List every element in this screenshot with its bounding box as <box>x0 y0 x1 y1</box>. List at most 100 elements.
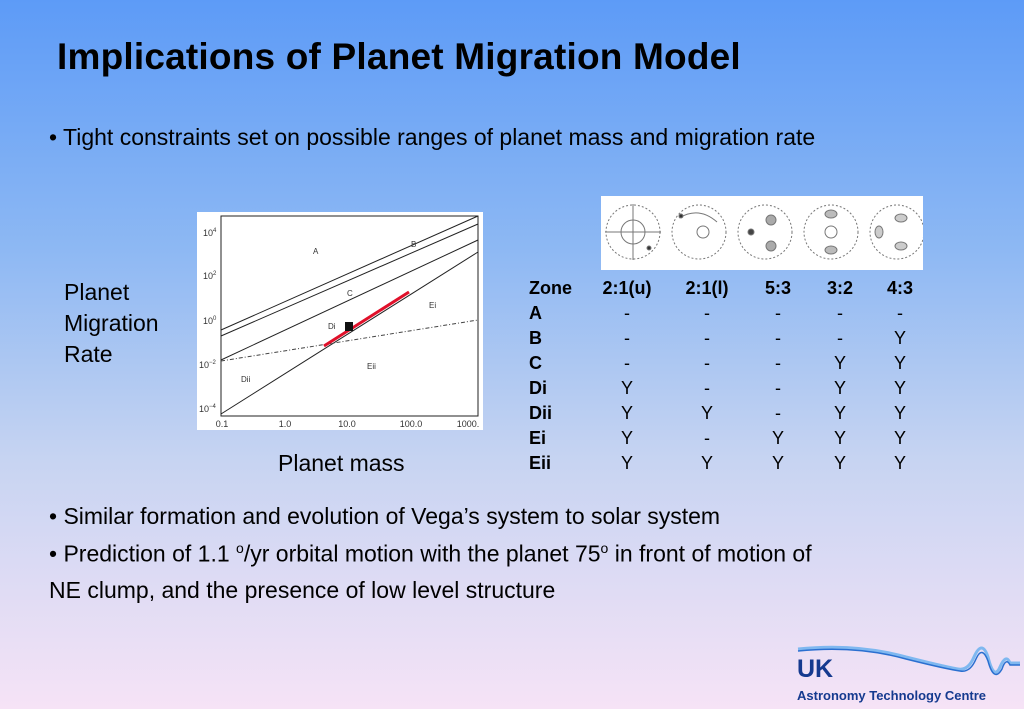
y-axis-label-line: Rate <box>64 341 113 367</box>
degree-superscript: o <box>236 540 244 556</box>
table-cell: - <box>837 303 843 323</box>
table-cell: A <box>529 303 542 323</box>
region-label: B <box>411 240 416 249</box>
table-cell: Y <box>833 453 846 473</box>
table-cell: Y <box>893 328 906 348</box>
boundary-line <box>220 223 479 337</box>
table-header-cell: 5:3 <box>764 278 791 298</box>
y-axis-label: Planet Migration Rate <box>64 277 159 370</box>
bullet-prediction: • Prediction of 1.1 o/yr orbital motion … <box>49 540 812 568</box>
table-header-cell: 4:3 <box>886 278 913 298</box>
resonance-zone-table: Zone 2:1(u) 2:1(l) 5:3 3:2 4:3 A - - - -… <box>529 276 929 476</box>
table-cell: Y <box>833 378 846 398</box>
resonance-thumbnail <box>869 204 925 260</box>
resonance-images <box>601 196 925 270</box>
y-tick-label: 102 <box>203 271 217 281</box>
table-cell: Dii <box>529 403 553 423</box>
region-label: C <box>347 289 353 298</box>
table-cell: B <box>529 328 542 348</box>
table-header-cell: 3:2 <box>826 278 853 298</box>
x-tick-label: 0.1 <box>216 419 229 429</box>
x-tick-label: 100.0 <box>400 419 423 429</box>
table-cell: - <box>624 303 630 323</box>
slide-title: Implications of Planet Migration Model <box>57 36 741 77</box>
table-header-cell: 2:1(l) <box>685 278 729 298</box>
table-cell: - <box>624 328 630 348</box>
table-row: C - - - Y Y <box>529 351 929 376</box>
table-cell: - <box>897 303 903 323</box>
table-header-cell: 2:1(u) <box>602 278 652 298</box>
table-cell: Y <box>893 428 906 448</box>
table-cell: Y <box>620 378 633 398</box>
table-cell: - <box>775 353 781 373</box>
y-axis-label-line: Planet <box>64 279 130 305</box>
region-label: Eii <box>367 362 376 371</box>
x-axis-label: Planet mass <box>278 450 405 476</box>
table-cell: Y <box>620 453 633 473</box>
table-row: Ei Y - Y Y Y <box>529 426 929 451</box>
table-row: Di Y - - Y Y <box>529 376 929 401</box>
resonance-thumbnail <box>671 204 727 260</box>
migration-rate-plot: 104 102 100 10−2 10−4 0.1 1.0 10.0 100.0… <box>197 212 483 430</box>
bullet-prediction-continued: NE clump, and the presence of low level … <box>49 577 556 603</box>
y-tick-label: 10−2 <box>199 360 217 370</box>
atc-logo-wave <box>797 645 1020 676</box>
table-row: B - - - - Y <box>529 326 929 351</box>
table-cell: - <box>775 403 781 423</box>
table-cell: - <box>775 328 781 348</box>
table-cell: - <box>704 303 710 323</box>
table-cell: Y <box>700 403 713 423</box>
table-cell: C <box>529 353 542 373</box>
region-label: Di <box>328 322 336 331</box>
table-cell: Y <box>893 378 906 398</box>
bullet-text: /yr orbital motion with the planet 75 <box>243 540 601 567</box>
table-cell: Ei <box>529 428 547 448</box>
boundary-line <box>220 251 479 415</box>
table-cell: Y <box>771 453 784 473</box>
y-tick-label: 10−4 <box>199 404 217 414</box>
best-fit-marker <box>345 322 353 331</box>
plot-svg: 104 102 100 10−2 10−4 0.1 1.0 10.0 100.0… <box>199 215 480 429</box>
bullet-text: • Prediction of 1.1 <box>49 540 237 567</box>
table-cell: - <box>704 328 710 348</box>
x-tick-label: 1.0 <box>279 419 292 429</box>
x-tick-label: 1000. <box>457 419 480 429</box>
table-row: A - - - - - <box>529 301 929 326</box>
y-tick-label: 104 <box>203 228 217 238</box>
resonance-thumbnail <box>803 204 859 260</box>
plot-frame <box>220 215 479 417</box>
region-label: Ei <box>429 301 436 310</box>
table-cell: Y <box>893 403 906 423</box>
table-cell: Y <box>771 428 784 448</box>
y-axis-label-line: Migration <box>64 310 159 336</box>
table-cell: - <box>704 428 710 448</box>
resonance-thumbnail <box>737 204 793 260</box>
x-tick-label: 10.0 <box>338 419 356 429</box>
region-label: A <box>313 247 319 256</box>
table-cell: - <box>624 353 630 373</box>
table-cell: Y <box>620 403 633 423</box>
table-cell: - <box>704 353 710 373</box>
table-row: Eii Y Y Y Y Y <box>529 451 929 476</box>
table-cell: Y <box>833 403 846 423</box>
region-label: Dii <box>241 375 251 384</box>
table-cell: Y <box>833 353 846 373</box>
boundary-line <box>220 215 479 331</box>
table-cell: Y <box>893 453 906 473</box>
table-header-row: Zone 2:1(u) 2:1(l) 5:3 3:2 4:3 <box>529 276 929 301</box>
resonance-thumbnail <box>605 204 661 260</box>
allowed-range-line <box>323 290 410 348</box>
bullet-text: in front of motion of <box>608 540 812 567</box>
table-cell: Y <box>893 353 906 373</box>
boundary-line <box>220 239 479 361</box>
boundary-dashed-line <box>220 319 479 362</box>
resonance-thumbnails <box>605 204 925 260</box>
y-tick-label: 100 <box>203 316 217 326</box>
table-header-cell: Zone <box>529 278 572 298</box>
table-row: Dii Y Y - Y Y <box>529 401 929 426</box>
table-cell: - <box>837 328 843 348</box>
table-cell: Di <box>529 378 547 398</box>
logo-uk: UK <box>797 655 834 683</box>
table-cell: Eii <box>529 453 552 473</box>
bullet-constraints: • Tight constraints set on possible rang… <box>49 124 816 150</box>
